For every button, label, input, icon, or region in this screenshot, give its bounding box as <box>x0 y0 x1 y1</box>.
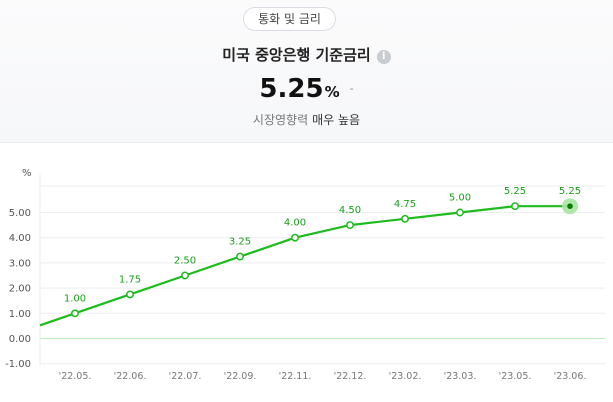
data-point <box>401 214 409 223</box>
rate-chart: % 5.00 4.00 3.00 2.00 1.00 0.00 -1.00 '22.05. '22… <box>0 144 613 402</box>
data-label: 1.75 <box>119 274 141 285</box>
x-tick-label: '22.06. <box>114 371 147 382</box>
value-unit: % <box>324 83 340 101</box>
category-tag[interactable]: 통화 및 금리 <box>243 7 336 31</box>
x-tick-label: '22.09. <box>224 371 257 382</box>
rate-line-chart: % 5.00 4.00 3.00 2.00 1.00 0.00 -1.00 '22.05. '22… <box>5 168 605 382</box>
data-point <box>71 309 79 318</box>
data-point <box>346 221 354 230</box>
market-impact-label: 시장영향력 <box>252 113 309 127</box>
data-label: 4.00 <box>284 218 306 229</box>
value-change: - <box>349 82 354 95</box>
data-label: 5.25 <box>504 186 526 197</box>
data-label: 5.25 <box>559 186 581 197</box>
data-point <box>511 202 519 211</box>
indicator-header: 통화 및 금리 미국 중앙은행 기준금리 i 5.25% - 시장영향력 매우 높음 <box>0 0 613 143</box>
data-point <box>456 208 464 217</box>
data-point <box>181 271 189 280</box>
data-label: 2.50 <box>174 256 196 267</box>
current-value-row: 5.25% - <box>0 74 613 108</box>
x-tick-label: '23.02. <box>389 371 422 382</box>
x-tick-label: '22.11. <box>279 371 312 382</box>
data-label: 1.00 <box>64 293 86 304</box>
data-point <box>291 233 299 242</box>
data-point <box>236 252 244 261</box>
x-tick-label: '23.03. <box>444 371 477 382</box>
y-tick-label: 4.00 <box>9 233 31 244</box>
market-impact-row: 시장영향력 매우 높음 <box>0 111 613 129</box>
y-tick-label: 1.00 <box>9 309 31 320</box>
indicator-title: 미국 중앙은행 기준금리 <box>222 46 371 64</box>
indicator-title-row: 미국 중앙은행 기준금리 i <box>0 44 613 66</box>
y-axis-unit-label: % <box>22 168 32 179</box>
data-label: 4.75 <box>394 199 416 210</box>
data-label: 5.00 <box>449 193 471 204</box>
data-label: 4.50 <box>339 205 361 216</box>
x-tick-label: '23.05. <box>499 371 532 382</box>
market-impact-level: 매우 높음 <box>312 113 361 127</box>
y-tick-label: -1.00 <box>5 359 31 370</box>
data-label: 3.25 <box>229 237 251 248</box>
x-tick-label: '22.12. <box>334 371 367 382</box>
y-tick-label: 5.00 <box>9 208 31 219</box>
data-point <box>126 290 134 299</box>
y-tick-label: 3.00 <box>9 258 31 269</box>
current-value: 5.25 <box>259 74 324 104</box>
x-tick-label: '23.06. <box>554 371 587 382</box>
y-tick-label: 2.00 <box>9 284 31 295</box>
x-tick-label: '22.07. <box>169 371 202 382</box>
y-tick-label: 0.00 <box>9 334 31 345</box>
info-icon[interactable]: i <box>376 50 391 64</box>
latest-point <box>567 203 573 209</box>
x-tick-label: '22.05. <box>59 371 92 382</box>
